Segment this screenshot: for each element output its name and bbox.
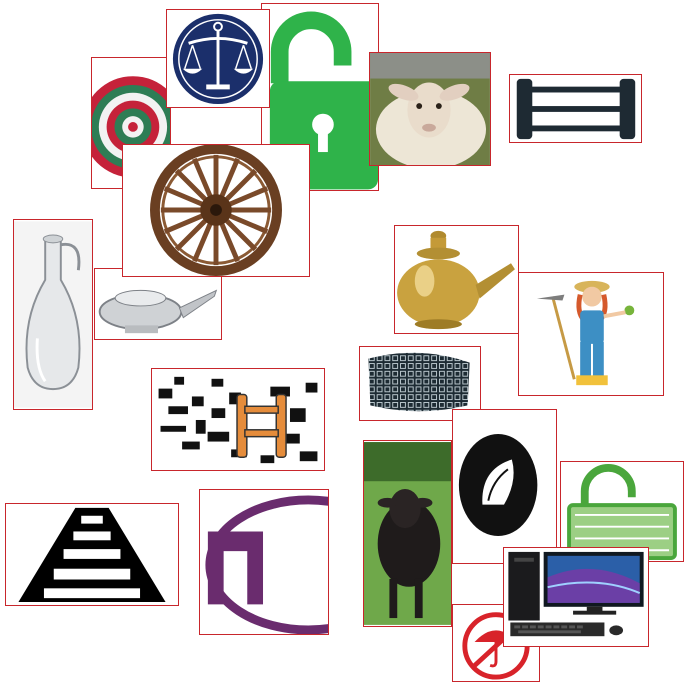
- brass-pot-tile: [394, 225, 519, 334]
- desktop-computer-icon: [504, 548, 648, 646]
- sheep-icon: [370, 53, 490, 165]
- scales-zodiac-icon: [167, 10, 269, 107]
- cap-tile: [359, 346, 481, 421]
- target-tile: [91, 57, 171, 189]
- computer-tile: [503, 547, 649, 647]
- black-sheep-tile: [363, 440, 452, 627]
- glass-carafe-icon: [14, 221, 92, 408]
- silver-teapot-icon: [95, 269, 221, 339]
- ladder-icon: [510, 75, 641, 142]
- ladder-pattern-tile: [151, 368, 325, 471]
- wheel-tile: [122, 144, 310, 277]
- shell-tile: [452, 409, 557, 564]
- green-padlock-tile: [560, 461, 684, 562]
- railway-tile: [5, 503, 179, 606]
- railway-track-icon: [6, 504, 178, 605]
- black-sheep-icon: [364, 442, 451, 625]
- wooden-wheel-icon: [123, 145, 309, 276]
- target-icon: [92, 58, 170, 188]
- ladder-tile: [509, 74, 642, 143]
- silver-teapot-tile: [94, 268, 222, 340]
- shell-icon: [453, 410, 556, 563]
- sheep-tile: [369, 52, 491, 166]
- farmer-girl-icon: [519, 273, 663, 395]
- logo-tile: [199, 489, 329, 635]
- scales-tile: [166, 9, 270, 108]
- knitted-cap-icon: [360, 347, 480, 420]
- brass-pot-icon: [395, 226, 518, 333]
- letter-logo-icon: [200, 490, 328, 634]
- ladder-pattern-icon: [152, 369, 324, 470]
- farmer-tile: [518, 272, 664, 396]
- carafe-tile: [13, 219, 93, 410]
- green-padlock-icon: [561, 462, 683, 561]
